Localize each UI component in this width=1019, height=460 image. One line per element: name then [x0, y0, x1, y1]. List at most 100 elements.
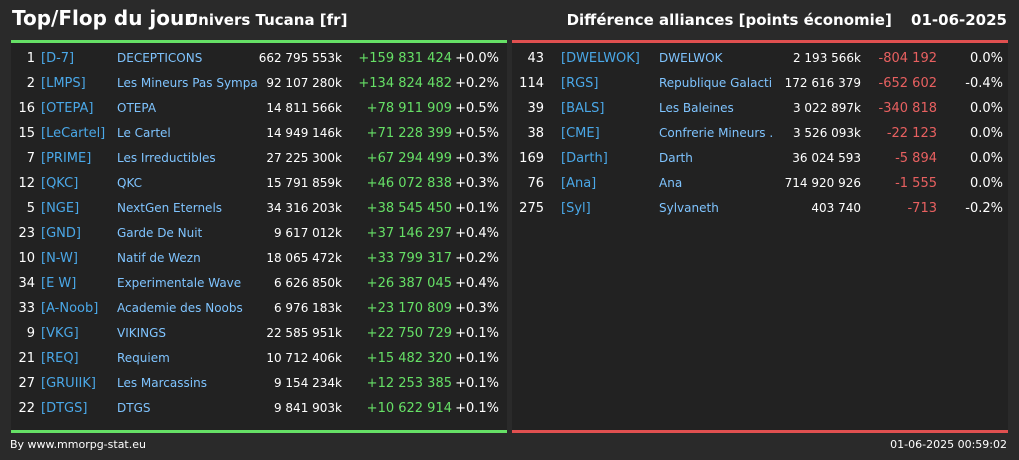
table-row: 12 [QKC] QKC 15 791 859k +46 072 838 +0.3% [11, 172, 507, 197]
percent-cell: +0.4% [455, 226, 499, 241]
diff-cell: -340 818 [878, 101, 937, 116]
points-cell: 6 976 183k [273, 301, 342, 315]
table-row: 34 [E W] Experimentale Wave 6 626 850k +26 3… [11, 272, 507, 297]
points-cell: 27 225 300k [266, 151, 342, 165]
alliance-name-link[interactable]: Darth [659, 151, 693, 165]
alliance-tag-link[interactable]: [QKC] [41, 176, 79, 191]
diff-cell: -1 555 [895, 176, 937, 191]
alliance-tag-link[interactable]: [LMPS] [41, 76, 86, 91]
top-panel-bottom-bar [11, 430, 507, 433]
alliance-name-link[interactable]: Republique Galacti... [659, 76, 773, 90]
diff-cell: -5 894 [895, 151, 937, 166]
alliance-name-link[interactable]: Experimentale Wave [117, 276, 242, 290]
alliance-tag-link[interactable]: [GRUIIK] [41, 376, 96, 391]
diff-cell: +23 170 809 [366, 301, 452, 316]
footer-source[interactable]: By www.mmorpg-stat.eu [10, 438, 146, 451]
alliance-name-link[interactable]: Sylvaneth [659, 201, 719, 215]
alliance-tag-link[interactable]: [E W] [41, 276, 77, 291]
diff-cell: +12 253 385 [366, 376, 452, 391]
universe-label: Univers Tucana [fr] [186, 11, 348, 29]
alliance-tag-link[interactable]: [RGS] [561, 76, 599, 91]
rank-cell: 33 [18, 301, 35, 316]
points-cell: 403 740 [811, 201, 861, 215]
alliance-name-link[interactable]: DECEPTICONS [117, 51, 203, 65]
rank-cell: 275 [519, 201, 544, 216]
percent-cell: +0.1% [455, 326, 499, 341]
alliance-name-link[interactable]: Confrerie Mineurs ... [659, 126, 773, 140]
category-label: Différence alliances [points économie] [566, 11, 892, 29]
percent-cell: 0.0% [969, 101, 1003, 116]
flop-panel-top-bar [512, 40, 1008, 43]
alliance-tag-link[interactable]: [OTEPA] [41, 101, 94, 116]
alliance-tag-link[interactable]: [GND] [41, 226, 81, 241]
points-cell: 9 841 903k [273, 401, 342, 415]
percent-cell: +0.3% [455, 176, 499, 191]
alliance-tag-link[interactable]: [DTGS] [41, 401, 88, 416]
alliance-name-link[interactable]: Ana [659, 176, 683, 190]
alliance-name-link[interactable]: NextGen Eternels [117, 201, 223, 215]
rank-cell: 22 [18, 401, 35, 416]
alliance-tag-link[interactable]: [Darth] [561, 151, 608, 166]
points-cell: 6 626 850k [273, 276, 342, 290]
alliance-tag-link[interactable]: [DWELWOK] [561, 51, 640, 66]
alliance-tag-link[interactable]: [NGE] [41, 201, 80, 216]
points-cell: 2 193 566k [792, 51, 861, 65]
flop-panel: 43 [DWELWOK] DWELWOK 2 193 566k -804 192 0.0%… [512, 40, 1008, 433]
alliance-name-link[interactable]: DWELWOK [659, 51, 723, 65]
alliance-tag-link[interactable]: [N-W] [41, 251, 78, 266]
diff-cell: -22 123 [886, 126, 937, 141]
alliance-name-link[interactable]: Academie des Noobs [117, 301, 243, 315]
alliance-tag-link[interactable]: [LeCartel] [41, 126, 106, 141]
alliance-tag-link[interactable]: [REQ] [41, 351, 79, 366]
percent-cell: 0.0% [969, 126, 1003, 141]
alliance-tag-link[interactable]: [CME] [561, 126, 600, 141]
diff-cell: +22 750 729 [366, 326, 452, 341]
diff-cell: +159 831 424 [358, 51, 452, 66]
percent-cell: +0.2% [455, 76, 499, 91]
table-row: 169 [Darth] Darth 36 024 593 -5 894 0.0% [512, 147, 1008, 172]
percent-cell: 0.0% [969, 151, 1003, 166]
table-row: 2 [LMPS] Les Mineurs Pas Sympa 92 107 280k +… [11, 72, 507, 97]
diff-cell: +33 799 317 [366, 251, 452, 266]
diff-cell: +78 911 909 [366, 101, 452, 116]
rank-cell: 21 [18, 351, 35, 366]
alliance-name-link[interactable]: Natif de Wezn [117, 251, 201, 265]
alliance-name-link[interactable]: DTGS [117, 401, 151, 415]
alliance-name-link[interactable]: Requiem [117, 351, 170, 365]
alliance-name-link[interactable]: Les Baleines [659, 101, 734, 115]
percent-cell: +0.3% [455, 301, 499, 316]
percent-cell: +0.2% [455, 251, 499, 266]
top-panel: 1 [D-7] DECEPTICONS 662 795 553k +159 831 42… [11, 40, 507, 433]
alliance-name-link[interactable]: OTEPA [117, 101, 157, 115]
alliance-name-link[interactable]: Garde De Nuit [117, 226, 203, 240]
alliance-name-link[interactable]: Les Marcassins [117, 376, 207, 390]
rank-cell: 34 [18, 276, 35, 291]
points-cell: 172 616 379 [784, 76, 861, 90]
points-cell: 3 022 897k [792, 101, 861, 115]
percent-cell: +0.3% [455, 151, 499, 166]
table-row: 39 [BALS] Les Baleines 3 022 897k -340 818 0.… [512, 97, 1008, 122]
alliance-name-link[interactable]: Le Cartel [117, 126, 171, 140]
alliance-tag-link[interactable]: [BALS] [561, 101, 605, 116]
diff-cell: +46 072 838 [366, 176, 452, 191]
alliance-name-link[interactable]: Les Irreductibles [117, 151, 216, 165]
percent-cell: -0.4% [965, 76, 1003, 91]
percent-cell: +0.1% [455, 351, 499, 366]
rank-cell: 9 [26, 326, 35, 341]
alliance-tag-link[interactable]: [Syl] [561, 201, 591, 216]
table-row: 15 [LeCartel] Le Cartel 14 949 146k +71 228 … [11, 122, 507, 147]
percent-cell: +0.1% [455, 401, 499, 416]
alliance-tag-link[interactable]: [A-Noob] [41, 301, 99, 316]
rank-cell: 2 [26, 76, 35, 91]
alliance-name-link[interactable]: QKC [117, 176, 143, 190]
alliance-name-link[interactable]: VIKINGS [117, 326, 167, 340]
percent-cell: +0.1% [455, 376, 499, 391]
alliance-tag-link[interactable]: [D-7] [41, 51, 75, 66]
rank-cell: 23 [18, 226, 35, 241]
percent-cell: +0.4% [455, 276, 499, 291]
points-cell: 714 920 926 [784, 176, 861, 190]
alliance-tag-link[interactable]: [PRIME] [41, 151, 92, 166]
alliance-tag-link[interactable]: [Ana] [561, 176, 597, 191]
alliance-tag-link[interactable]: [VKG] [41, 326, 79, 341]
alliance-name-link[interactable]: Les Mineurs Pas Sympa [117, 76, 257, 90]
